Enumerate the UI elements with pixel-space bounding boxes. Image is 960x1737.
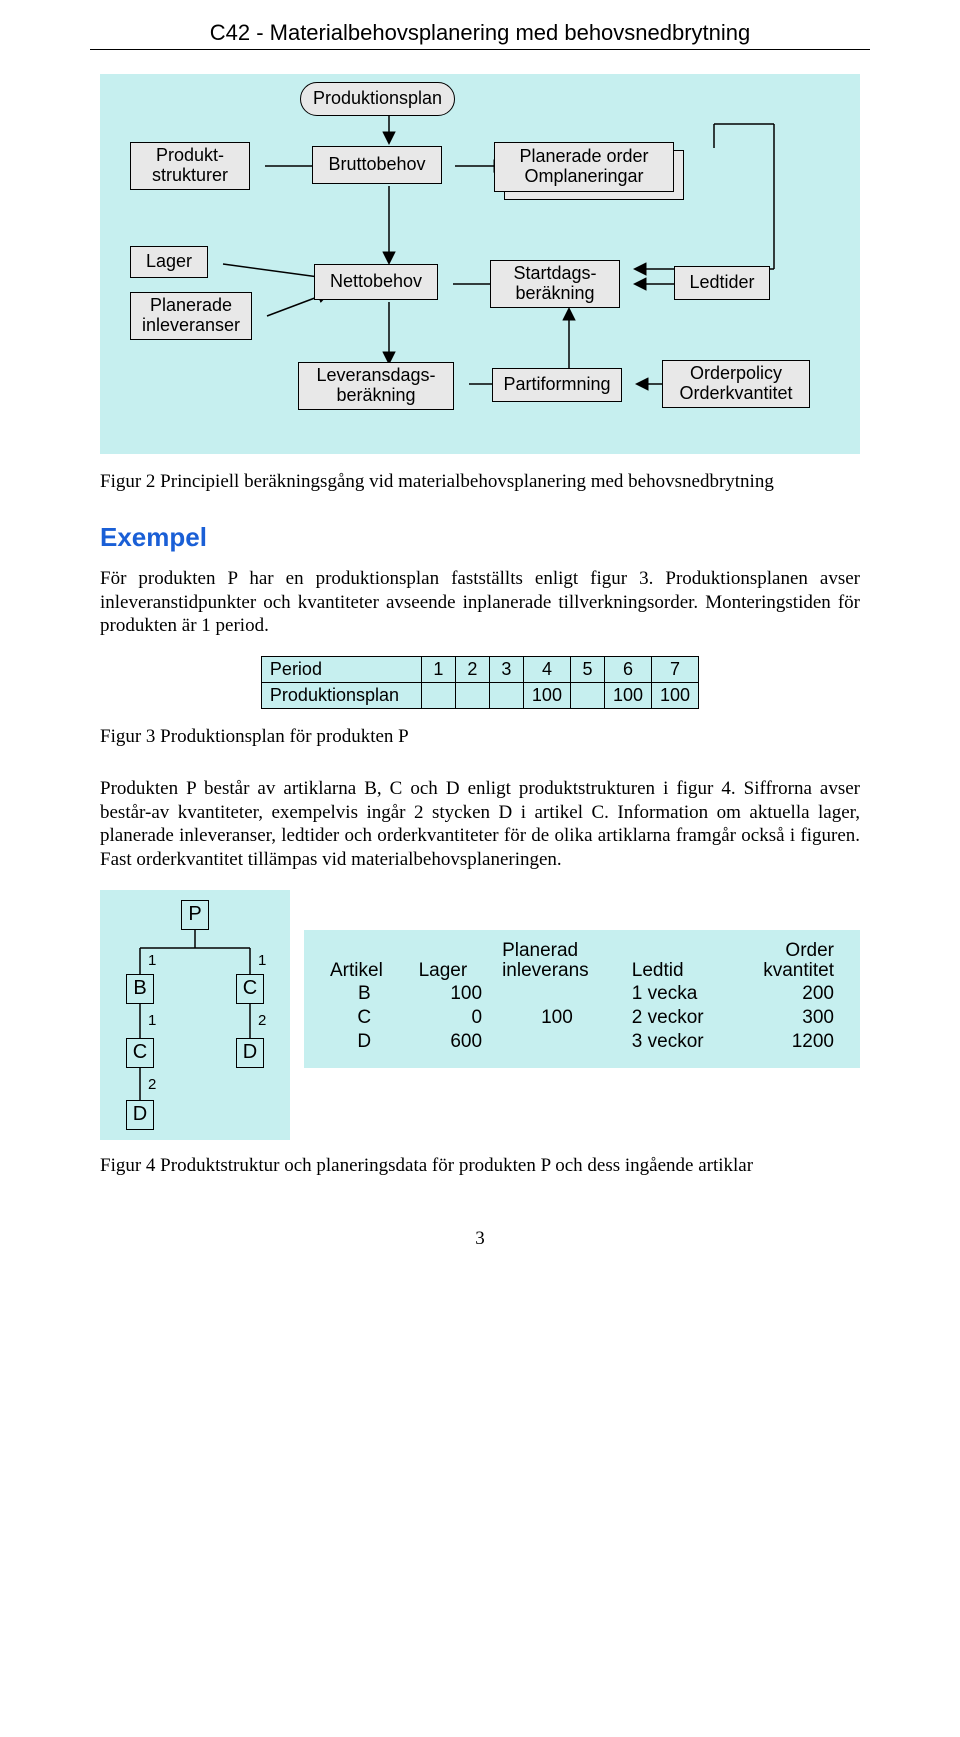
plan-cell: 100 bbox=[523, 683, 570, 709]
plan-cell: 100 bbox=[604, 683, 651, 709]
flowchart: Produktionsplan Produkt- strukturer Brut… bbox=[100, 74, 860, 454]
plan-prod-label: Produktionsplan bbox=[261, 683, 421, 709]
box-bruttobehov: Bruttobehov bbox=[312, 146, 442, 184]
plan-period-label: Period bbox=[261, 657, 421, 683]
plan-cell: 5 bbox=[570, 657, 604, 683]
box-planerade-order: Planerade order Omplaneringar bbox=[494, 142, 674, 192]
cell-order: 1200 bbox=[734, 1030, 844, 1054]
col-lager: Lager bbox=[409, 940, 492, 982]
box-partiformning: Partiformning bbox=[492, 368, 622, 402]
tree-qty: 1 bbox=[258, 952, 266, 969]
box-leveransdags: Leveransdags- beräkning bbox=[298, 362, 454, 410]
figure2-caption: Figur 2 Principiell beräkningsgång vid m… bbox=[100, 470, 860, 494]
plan-cell: 1 bbox=[421, 657, 455, 683]
tree-node-d2: D bbox=[126, 1100, 154, 1130]
cell-lager: 100 bbox=[409, 982, 492, 1006]
tree-node-c: C bbox=[236, 974, 264, 1004]
paragraph-1: För produkten P har en produktionsplan f… bbox=[100, 567, 860, 638]
tree-qty: 1 bbox=[148, 952, 156, 969]
cell-ledtid: 2 veckor bbox=[622, 1006, 734, 1030]
table-row: B 100 1 vecka 200 bbox=[320, 982, 844, 1006]
box-lager: Lager bbox=[130, 246, 208, 278]
plan-cell: 3 bbox=[489, 657, 523, 683]
box-ledtider: Ledtider bbox=[674, 266, 770, 300]
cell-order: 200 bbox=[734, 982, 844, 1006]
cell-ledtid: 3 veckor bbox=[622, 1030, 734, 1054]
table-row: Artikel Lager Planerad inleverans Ledtid… bbox=[320, 940, 844, 982]
cell-artikel: B bbox=[320, 982, 409, 1006]
plan-cell bbox=[421, 683, 455, 709]
planning-data-table: Artikel Lager Planerad inleverans Ledtid… bbox=[304, 930, 860, 1068]
plan-cell bbox=[455, 683, 489, 709]
table-row: C 0 100 2 veckor 300 bbox=[320, 1006, 844, 1030]
figure4-caption: Figur 4 Produktstruktur och planeringsda… bbox=[100, 1154, 860, 1178]
page-header: C42 - Materialbehovsplanering med behovs… bbox=[90, 20, 870, 46]
product-tree: P B C C D D 1 1 1 2 2 bbox=[100, 890, 290, 1140]
tree-node-b: B bbox=[126, 974, 154, 1004]
box-produktstrukturer: Produkt- strukturer bbox=[130, 142, 250, 190]
header-rule bbox=[90, 49, 870, 50]
plan-cell: 7 bbox=[652, 657, 699, 683]
cell-lager: 0 bbox=[409, 1006, 492, 1030]
plan-cell: 6 bbox=[604, 657, 651, 683]
plan-table-wrap: Period 1 2 3 4 5 6 7 Produktionsplan 100… bbox=[90, 656, 870, 709]
figure3-caption: Figur 3 Produktionsplan för produkten P bbox=[100, 725, 860, 749]
cell-ledtid: 1 vecka bbox=[622, 982, 734, 1006]
page-number: 3 bbox=[90, 1228, 870, 1250]
cell-plan: 100 bbox=[492, 1006, 622, 1030]
cell-artikel: C bbox=[320, 1006, 409, 1030]
cell-artikel: D bbox=[320, 1030, 409, 1054]
box-produktionsplan: Produktionsplan bbox=[300, 82, 455, 116]
cell-lager: 600 bbox=[409, 1030, 492, 1054]
tree-node-d: D bbox=[236, 1038, 264, 1068]
paragraph-2: Produkten P består av artiklarna B, C oc… bbox=[100, 777, 860, 872]
col-order: Order kvantitet bbox=[734, 940, 844, 982]
col-artikel: Artikel bbox=[320, 940, 409, 982]
box-orderpolicy: Orderpolicy Orderkvantitet bbox=[662, 360, 810, 408]
table-row: Period 1 2 3 4 5 6 7 bbox=[261, 657, 698, 683]
tree-qty: 2 bbox=[258, 1012, 266, 1029]
box-planerade-inleveranser: Planerade inleveranser bbox=[130, 292, 252, 340]
tree-node-c2: C bbox=[126, 1038, 154, 1068]
cell-plan bbox=[492, 982, 622, 1006]
plan-cell bbox=[489, 683, 523, 709]
plan-table: Period 1 2 3 4 5 6 7 Produktionsplan 100… bbox=[261, 656, 699, 709]
box-nettobehov: Nettobehov bbox=[314, 264, 438, 300]
tree-qty: 1 bbox=[148, 1012, 156, 1029]
table-row: Produktionsplan 100 100 100 bbox=[261, 683, 698, 709]
box-startdags: Startdags- beräkning bbox=[490, 260, 620, 308]
table-row: D 600 3 veckor 1200 bbox=[320, 1030, 844, 1054]
cell-plan bbox=[492, 1030, 622, 1054]
figure4-wrap: P B C C D D 1 1 1 2 2 Artikel Lager Plan… bbox=[100, 890, 860, 1140]
exempel-heading: Exempel bbox=[100, 522, 860, 553]
tree-qty: 2 bbox=[148, 1076, 156, 1093]
cell-order: 300 bbox=[734, 1006, 844, 1030]
plan-cell bbox=[570, 683, 604, 709]
plan-cell: 2 bbox=[455, 657, 489, 683]
plan-cell: 100 bbox=[652, 683, 699, 709]
col-planerad: Planerad inleverans bbox=[492, 940, 622, 982]
plan-cell: 4 bbox=[523, 657, 570, 683]
col-ledtid: Ledtid bbox=[622, 940, 734, 982]
tree-node-p: P bbox=[181, 900, 209, 930]
